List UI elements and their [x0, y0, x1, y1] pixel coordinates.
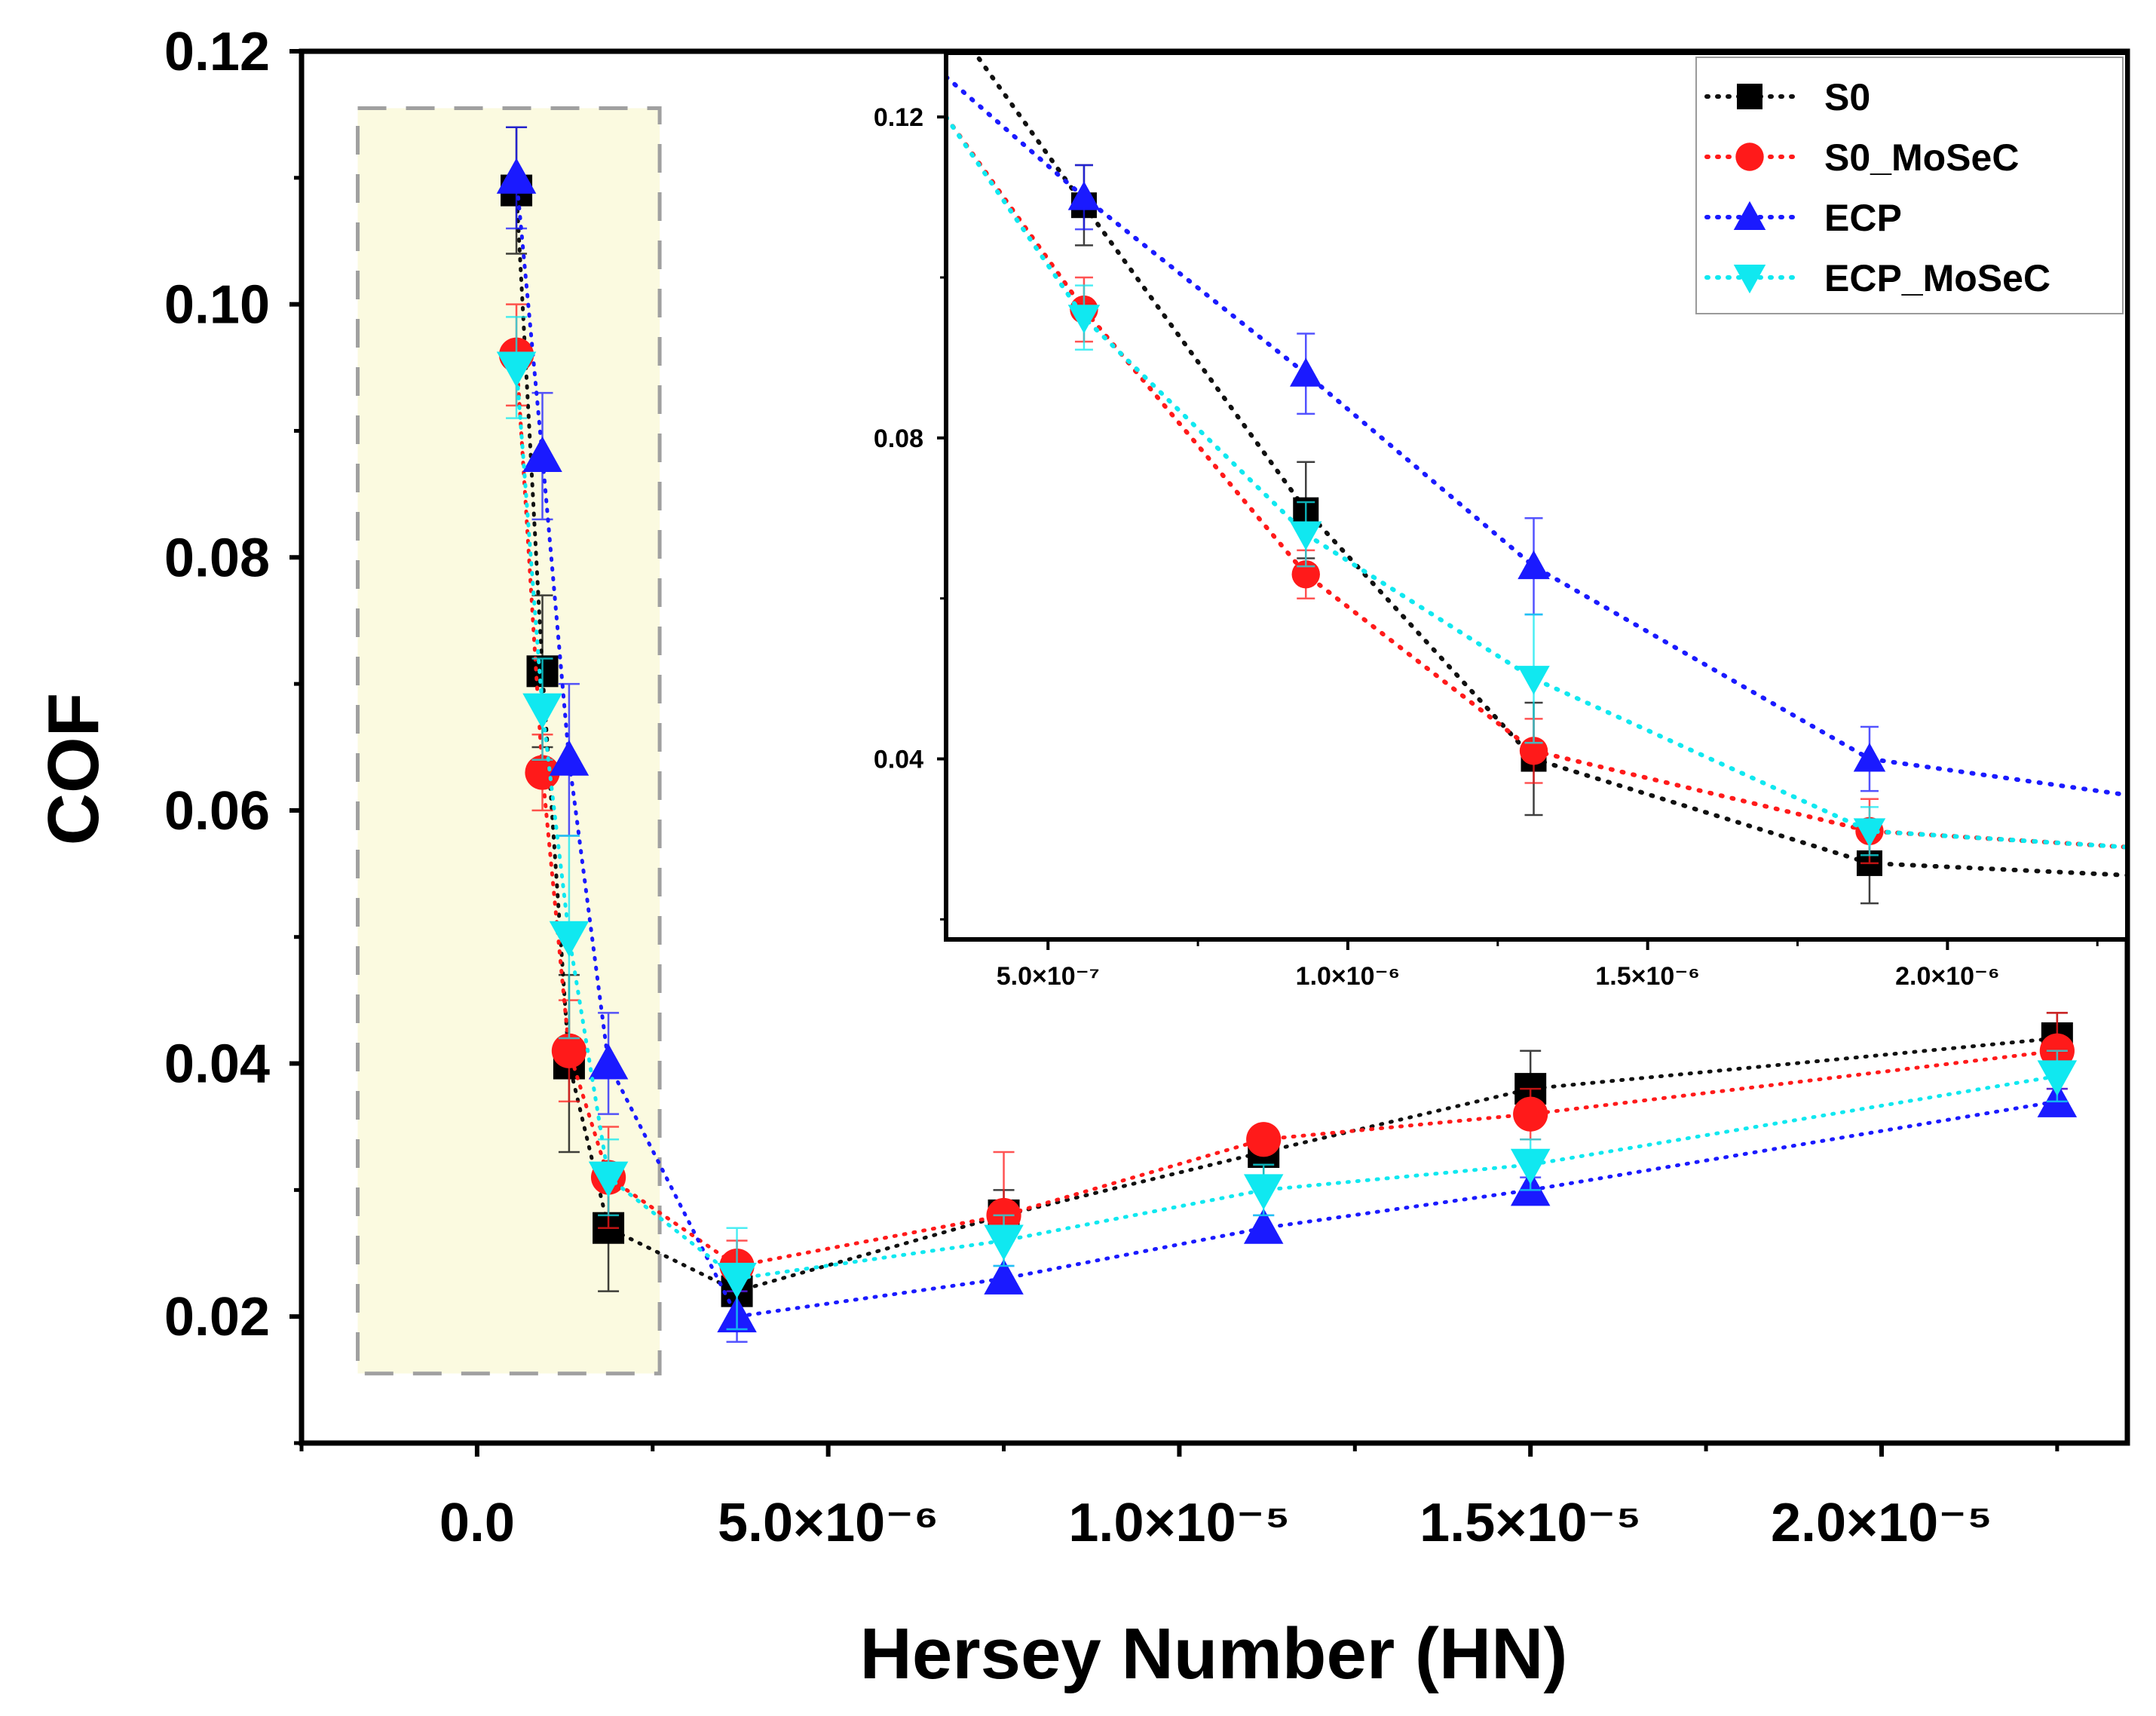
- data-point: [1067, 181, 1101, 210]
- inset-y-tick-label: 0.04: [874, 746, 923, 774]
- inset-y-tick-label: 0.08: [874, 424, 923, 453]
- inset-x-tick-label: 1.5×10⁻⁶: [1595, 962, 1700, 991]
- data-point: [1290, 521, 1322, 550]
- y-tick-label: 0.12: [164, 22, 270, 82]
- data-point: [1291, 560, 1320, 589]
- inset-frame: [944, 51, 2130, 942]
- x-tick-label: 5.0×10⁻⁶: [718, 1493, 939, 1553]
- data-point: [717, 1262, 757, 1299]
- data-point: [1853, 818, 1886, 847]
- data-point: [984, 1258, 1024, 1295]
- legend-entry-ecp: ECP: [1704, 197, 1902, 239]
- legend-marker: [1733, 265, 1766, 294]
- y-axis-title: COF: [33, 693, 114, 846]
- data-point: [496, 158, 537, 194]
- legend-label: S0: [1824, 76, 1870, 118]
- inset-x-tick-label: 2.0×10⁻⁶: [1895, 962, 2000, 991]
- data-point: [984, 1224, 1024, 1261]
- series-ecp-mosec: [946, 115, 2127, 856]
- x-tick-label: 1.0×10⁻⁵: [1068, 1493, 1290, 1553]
- legend-entry-ecp-mosec: ECP_MoSeC: [1704, 257, 2050, 299]
- legend-label: ECP: [1824, 197, 1902, 239]
- x-axis-title: Hersey Number (HN): [860, 1613, 1568, 1694]
- data-point: [525, 755, 560, 790]
- data-point: [1067, 305, 1101, 334]
- data-point: [1853, 743, 1886, 772]
- series-line-s0-mosec: [514, 353, 2060, 1268]
- data-point: [588, 1161, 629, 1197]
- data-point: [496, 351, 537, 388]
- data-point: [1290, 357, 1322, 387]
- x-tick-label: 1.5×10⁻⁵: [1419, 1493, 1641, 1553]
- data-point: [1243, 1208, 1284, 1244]
- inset-x-tick-label: 5.0×10⁻⁷: [997, 962, 1100, 991]
- x-tick-label: 2.0×10⁻⁵: [1771, 1493, 1992, 1553]
- legend-marker: [1737, 84, 1762, 109]
- legend-marker: [1733, 201, 1766, 230]
- y-tick-label: 0.04: [164, 1034, 270, 1095]
- data-point: [1510, 1148, 1551, 1185]
- data-point: [1243, 1174, 1284, 1210]
- data-point: [588, 1043, 629, 1080]
- inset-series-group: [946, 53, 2127, 905]
- series-line-ecp-mosec: [946, 115, 2127, 850]
- legend-entry-s0-mosec: S0_MoSeC: [1704, 136, 2019, 179]
- x-tick-label: 0.0: [439, 1493, 515, 1553]
- y-tick-label: 0.06: [164, 781, 270, 841]
- inset-y-tick-label: 0.12: [874, 103, 923, 132]
- series-line-s0: [972, 53, 2127, 878]
- main-series-group: [496, 126, 2078, 1343]
- legend-label: S0_MoSeC: [1824, 136, 2019, 179]
- data-point: [522, 436, 562, 473]
- legend-marker: [1735, 142, 1764, 171]
- series-ecp-mosec: [496, 316, 2078, 1331]
- main-plot: 0.02 0.04 0.06 0.08 0.10 0.12 0.0 5.0×10⁻⁶ 1.0×1…: [164, 22, 2130, 1553]
- legend: S0 S0_MoSeC ECP ECP_MoSeC: [1695, 57, 2124, 314]
- inset-x-tick-label: 1.0×10⁻⁶: [1296, 962, 1401, 991]
- data-point: [1246, 1122, 1282, 1157]
- data-point: [1519, 737, 1548, 765]
- data-point: [551, 1033, 587, 1068]
- data-point: [1513, 1096, 1548, 1132]
- data-point: [2037, 1060, 2078, 1096]
- legend-box: [1695, 57, 2124, 314]
- data-point: [1517, 666, 1550, 695]
- y-tick-label: 0.10: [164, 275, 270, 336]
- series-ecp: [946, 74, 2127, 798]
- y-tick-label: 0.08: [164, 528, 270, 588]
- data-point: [549, 740, 590, 776]
- data-point: [549, 921, 590, 957]
- legend-entry-s0: S0: [1704, 76, 1870, 118]
- data-point: [1517, 550, 1550, 580]
- data-point: [522, 693, 562, 729]
- legend-label: ECP_MoSeC: [1824, 257, 2050, 299]
- y-tick-label: 0.02: [164, 1287, 270, 1347]
